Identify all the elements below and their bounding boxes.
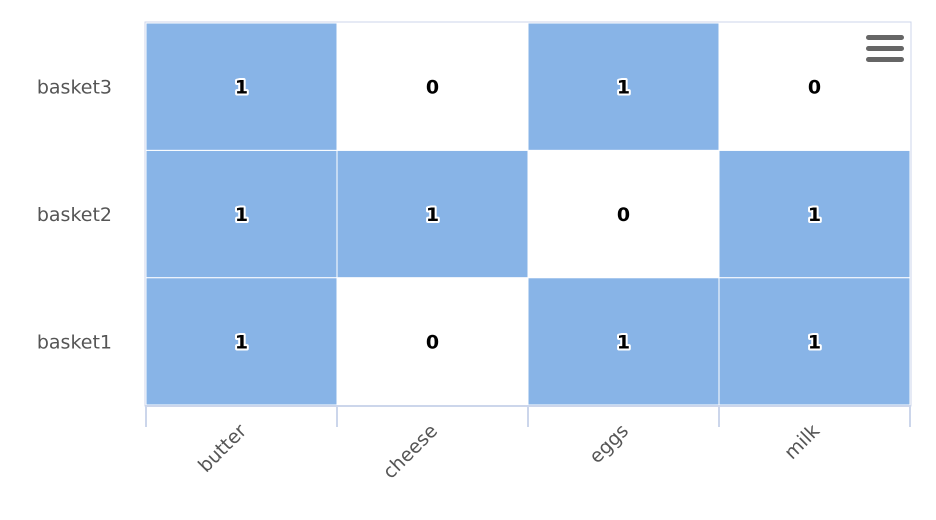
x-tick-label: eggs	[585, 420, 633, 468]
data-label: 1	[808, 204, 821, 226]
data-labels: 1 0 1 1 1 1 0 1 1 0 1 0	[233, 75, 823, 356]
x-tick-label: butter	[194, 420, 251, 477]
heatmap-cell[interactable]	[336, 22, 529, 151]
data-label: 1	[426, 204, 439, 226]
y-tick-label: basket1	[37, 331, 112, 353]
heatmap-cell[interactable]	[718, 149, 911, 279]
y-tick-label: basket2	[37, 204, 112, 226]
x-tick-label: milk	[780, 420, 824, 464]
heatmap-cell[interactable]	[145, 22, 338, 151]
data-label: 0	[426, 77, 439, 99]
heatmap-cell[interactable]	[527, 149, 720, 279]
data-label: 1	[617, 77, 630, 99]
heatmap-cells	[144, 21, 912, 407]
heatmap-cell[interactable]	[718, 277, 911, 406]
data-label: 1	[808, 331, 821, 353]
data-label: 0	[808, 77, 821, 99]
heatmap-cell[interactable]	[336, 149, 529, 279]
data-label: 1	[235, 331, 248, 353]
heatmap-cell[interactable]	[527, 22, 720, 151]
data-label: 1	[235, 204, 248, 226]
data-label: 1	[617, 331, 630, 353]
heatmap-cell[interactable]	[336, 277, 529, 406]
data-label: 0	[426, 331, 439, 353]
x-tick-label: cheese	[379, 420, 442, 483]
heatmap-cell[interactable]	[145, 149, 338, 279]
y-tick-label: basket3	[37, 77, 112, 99]
y-axis: basket1 basket2 basket3	[37, 77, 112, 354]
x-axis: butter cheese eggs milk	[145, 405, 911, 483]
data-label: 0	[617, 204, 630, 226]
data-label: 1	[235, 77, 248, 99]
hamburger-menu-icon[interactable]	[858, 28, 908, 70]
